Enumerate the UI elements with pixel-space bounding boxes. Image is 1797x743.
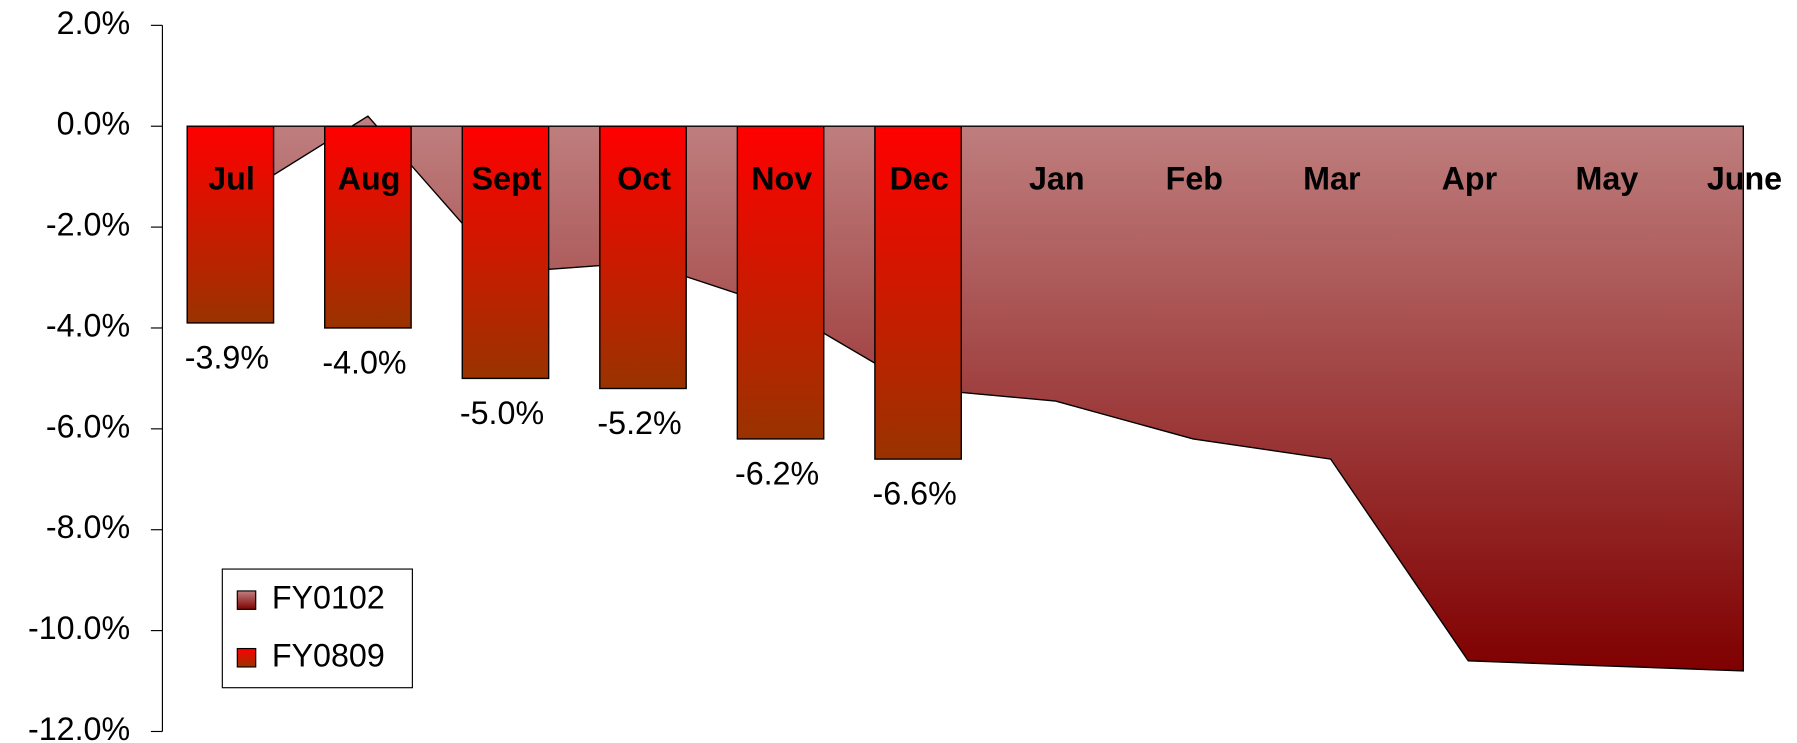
bar bbox=[324, 125, 412, 329]
x-tick-label: Jul bbox=[208, 160, 255, 196]
legend-label: FY0809 bbox=[272, 637, 385, 673]
y-tick-label: -4.0% bbox=[46, 307, 130, 343]
y-tick-label: 2.0% bbox=[57, 5, 131, 41]
legend-marker bbox=[236, 647, 257, 668]
y-tick-label: -8.0% bbox=[46, 509, 130, 545]
y-tick-label: -2.0% bbox=[46, 207, 130, 243]
x-tick-label: Apr bbox=[1442, 160, 1498, 196]
x-tick-label: Mar bbox=[1303, 160, 1361, 196]
legend-box bbox=[221, 568, 413, 689]
y-tick-label: -10.0% bbox=[28, 610, 130, 646]
data-label: -5.2% bbox=[597, 405, 681, 441]
legend-marker bbox=[236, 590, 257, 610]
bar bbox=[736, 125, 825, 440]
bar bbox=[186, 125, 275, 324]
x-tick-label: Dec bbox=[890, 160, 949, 196]
bar bbox=[874, 125, 962, 460]
legend: FY0102 FY0809 bbox=[221, 568, 413, 689]
data-label: -6.6% bbox=[873, 475, 957, 511]
x-tick-label: Aug bbox=[338, 160, 401, 196]
y-tick-label: -6.0% bbox=[46, 408, 130, 444]
y-tick-label: -12.0% bbox=[28, 711, 130, 743]
data-label: -6.2% bbox=[735, 455, 819, 491]
data-label: -3.9% bbox=[185, 339, 269, 375]
legend-label: FY0102 bbox=[272, 580, 385, 616]
bar bbox=[461, 125, 550, 380]
y-tick-label: 0.0% bbox=[57, 106, 131, 142]
x-tick-label: Feb bbox=[1166, 160, 1223, 196]
x-tick-label: June bbox=[1707, 160, 1782, 196]
x-tick-label: May bbox=[1576, 160, 1639, 196]
x-tick-label: Oct bbox=[617, 160, 671, 196]
x-tick-label: Nov bbox=[751, 160, 812, 196]
area bbox=[229, 115, 1745, 672]
x-tick-label: Jan bbox=[1029, 160, 1085, 196]
x-tick-label: Sept bbox=[472, 160, 542, 196]
bar bbox=[599, 125, 687, 390]
data-label: -4.0% bbox=[322, 344, 406, 380]
data-label: -5.0% bbox=[460, 395, 544, 431]
